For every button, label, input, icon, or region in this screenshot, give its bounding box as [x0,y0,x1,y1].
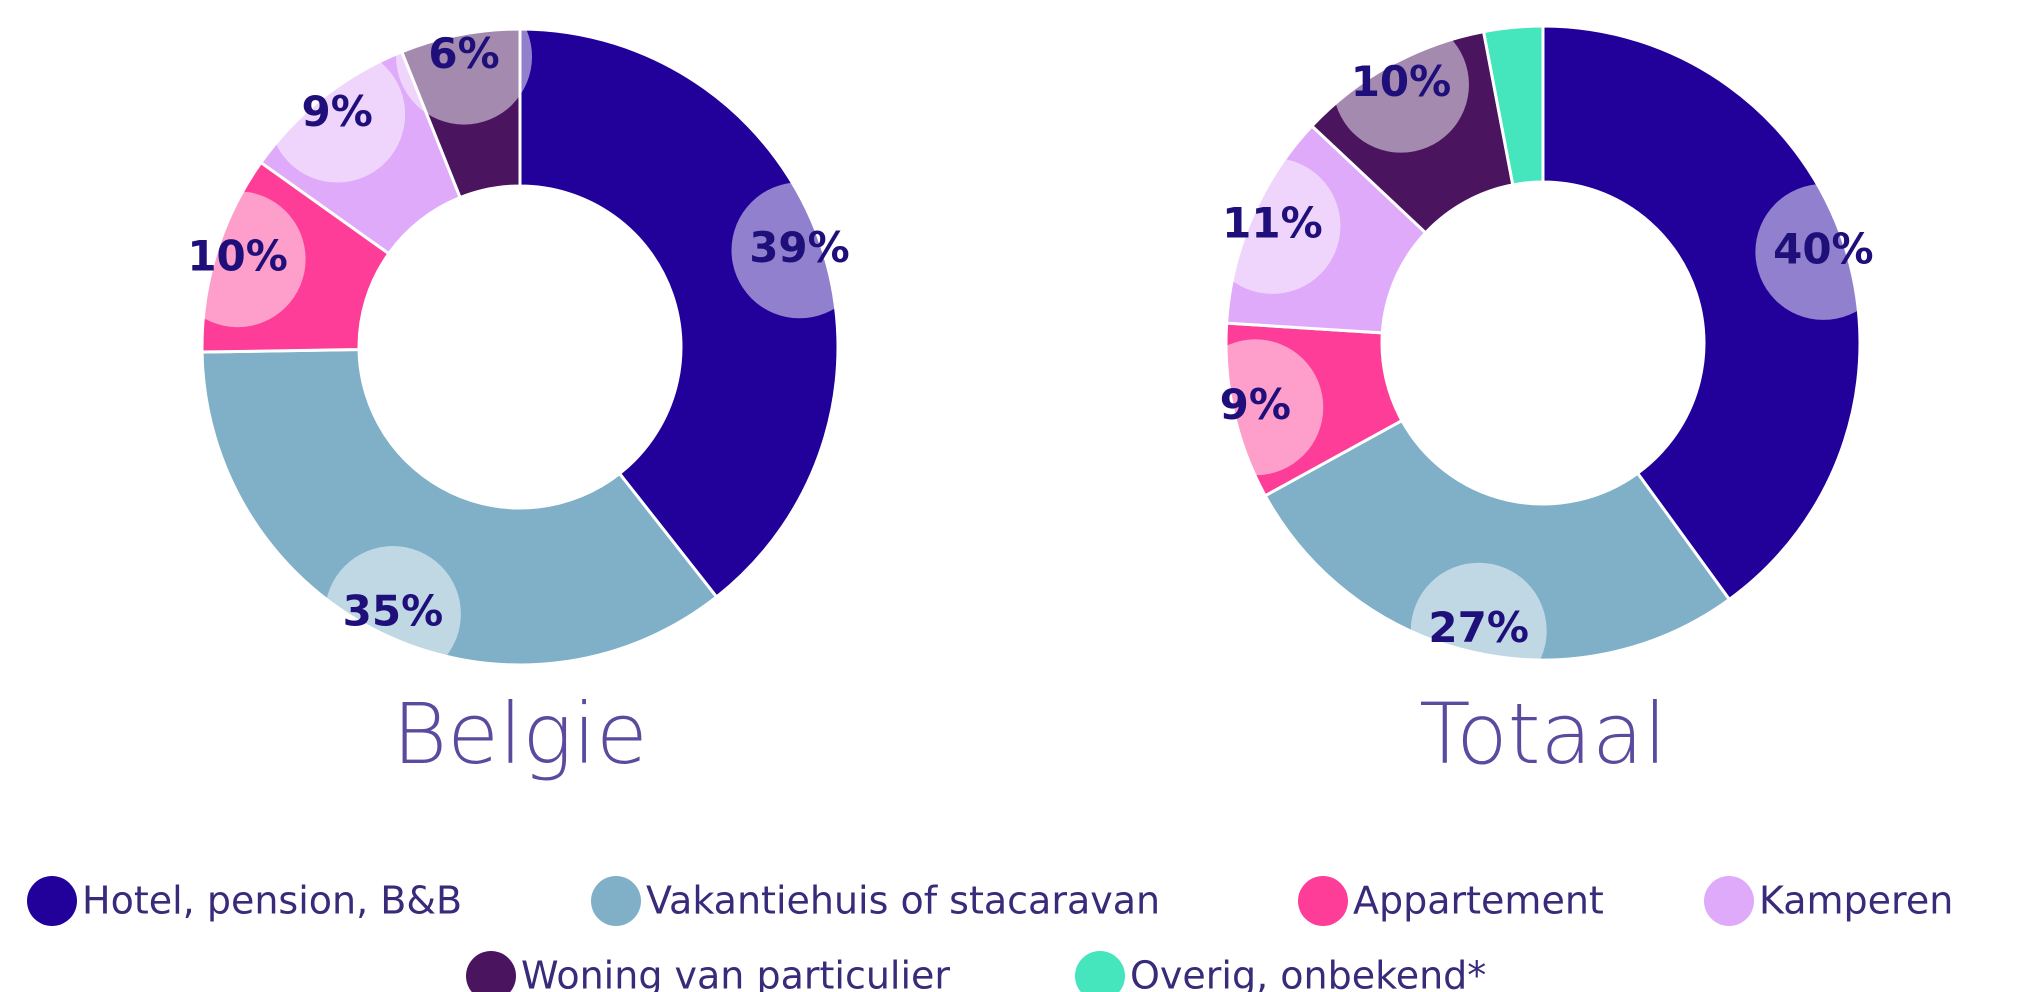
chart-title: Belgie [392,685,647,783]
donut-slice [1541,24,1862,602]
label-halo [1755,183,1892,320]
label-halo [269,46,406,183]
legend-label: Vakantiehuis of stacaravan [646,879,1160,923]
label-halo [1410,562,1547,699]
label-halo [324,546,461,683]
label-halo [169,191,306,328]
donut-slice [1263,418,1732,662]
data-label: 40% [1773,224,1874,273]
data-label: 9% [302,87,373,136]
donut-slice [1481,24,1545,187]
data-label: 11% [1222,198,1323,247]
legend-swatch [1075,951,1125,992]
legend-swatch [466,951,516,992]
label-halo [731,182,868,319]
donut-slice [518,27,840,600]
legend-label: Hotel, pension, B&B [82,879,462,923]
data-label: 10% [187,232,288,281]
data-label: 35% [343,587,444,636]
legend-label: Overig, onbekend* [1130,954,1486,992]
data-label: 27% [1428,603,1529,652]
donut-slice [200,348,719,667]
label-halo [1187,339,1324,476]
data-label: 10% [1351,57,1452,106]
label-halo [1204,157,1341,294]
legend-label: Woning van particulier [521,954,950,992]
legend-swatch [1704,876,1754,926]
data-label: 39% [749,223,850,272]
legend-label: Kamperen [1759,879,1953,923]
label-halo [1332,16,1469,153]
data-label: 6% [428,29,499,78]
legend-swatch [1298,876,1348,926]
legend-swatch [27,876,77,926]
legend-swatch [591,876,641,926]
legend-label: Appartement [1353,879,1604,923]
label-halo [396,0,533,125]
chart-title: Totaal [1419,685,1667,783]
data-label: 9% [1220,380,1291,429]
